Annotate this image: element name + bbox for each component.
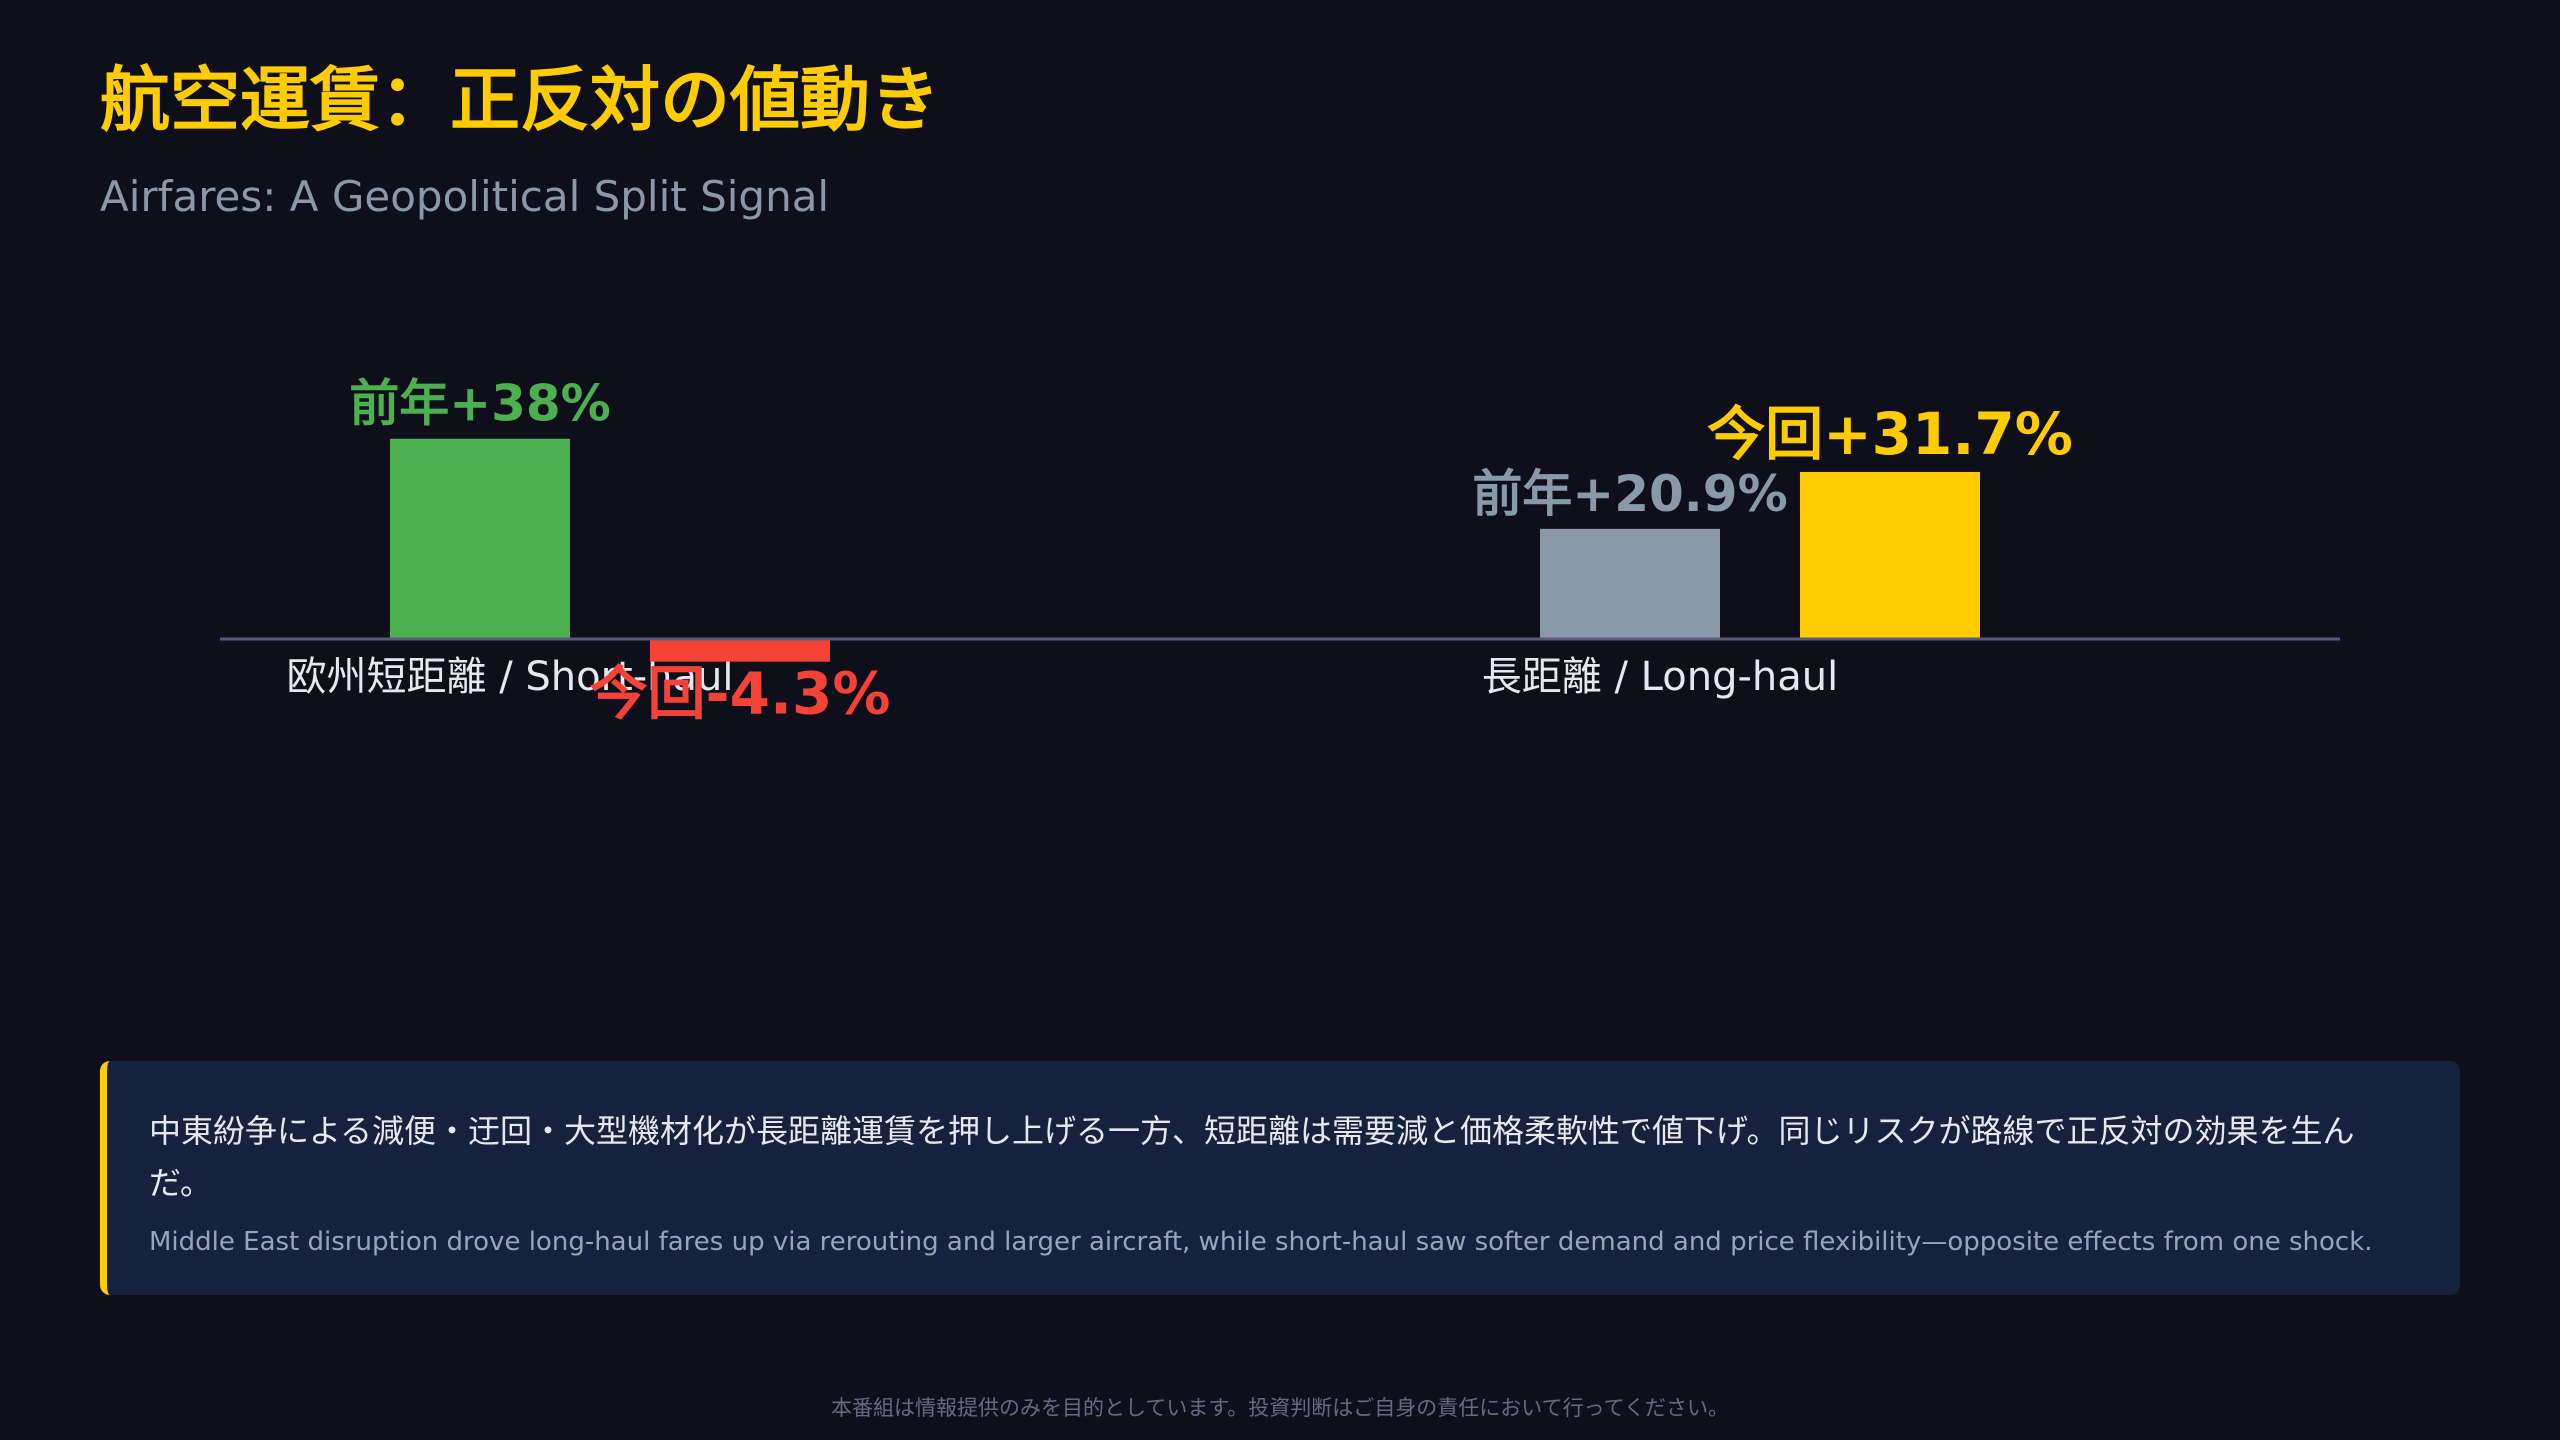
insight-callout: 中東紛争による減便・迂回・大型機材化が長距離運賃を押し上げる一方、短距離は需要減… (100, 1061, 2460, 1295)
bar-prev-1 (1540, 528, 1720, 639)
data-label-curr-0: 今回-4.3% (590, 660, 891, 728)
insight-text-en: Middle East disruption drove long-haul f… (149, 1227, 2373, 1257)
page-subtitle: Airfares: A Geopolitical Split Signal (100, 172, 830, 221)
bar-curr-1 (1800, 471, 1980, 639)
data-label-prev-0: 前年+38% (349, 375, 611, 433)
page-title: 航空運賃：正反対の値動き (100, 59, 940, 141)
data-label-prev-1: 前年+20.9% (1472, 465, 1787, 523)
data-label-curr-1: 今回+31.7% (1707, 400, 2073, 468)
bar-curr-0 (650, 639, 830, 662)
insight-text-jp: 中東紛争による減便・迂回・大型機材化が長距離運賃を押し上げる一方、短距離は需要減… (149, 1112, 2355, 1202)
category-label-0: 欧州短距離 / Short-haul (286, 654, 733, 700)
bar-chart: 欧州短距離 / Short-haul 長距離 / Long-haul 前年+38% 前… (220, 375, 2340, 728)
bar-prev-0 (390, 438, 570, 639)
category-label-1: 長距離 / Long-haul (1482, 654, 1838, 700)
disclaimer-text: 本番組は情報提供のみを目的としています。投資判断はご自身の責任において行ってくだ… (831, 1396, 1729, 1420)
